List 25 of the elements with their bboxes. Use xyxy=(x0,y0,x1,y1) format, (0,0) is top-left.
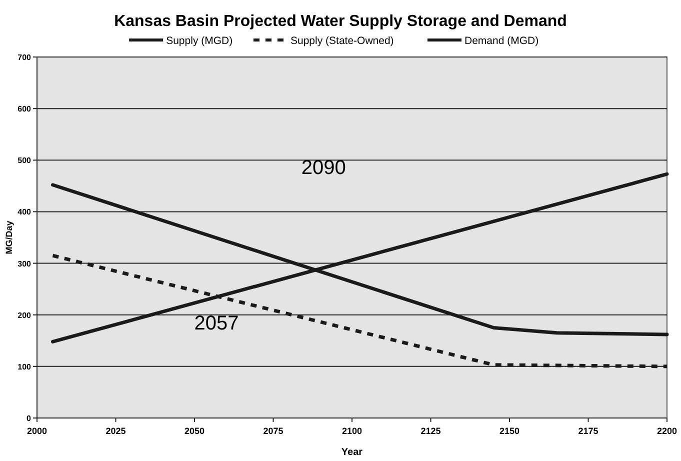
x-tick-label: 2175 xyxy=(578,426,598,436)
y-tick-label: 300 xyxy=(18,259,32,268)
y-tick-label: 400 xyxy=(18,208,32,217)
x-tick-label: 2150 xyxy=(499,426,520,436)
x-tick-label: 2025 xyxy=(106,426,126,436)
y-tick-label: 100 xyxy=(18,362,32,372)
legend-label: Demand (MGD) xyxy=(464,35,539,47)
annotation: 2057 xyxy=(194,312,239,334)
x-tick-label: 2125 xyxy=(420,426,441,436)
chart-title: Kansas Basin Projected Water Supply Storage and Demand xyxy=(114,13,567,30)
x-tick-label: 2000 xyxy=(26,426,48,436)
y-tick-label: 0 xyxy=(26,414,32,423)
legend-label: Supply (MGD) xyxy=(166,35,233,47)
y-tick-label: 200 xyxy=(18,310,32,320)
x-tick-label: 2100 xyxy=(342,426,362,436)
legend-label: Supply (State-Owned) xyxy=(290,35,394,47)
y-tick-label: 500 xyxy=(18,156,32,166)
y-tick-label: 700 xyxy=(18,53,32,62)
y-tick-label: 600 xyxy=(18,104,32,114)
y-axis-title: MG/Day xyxy=(4,220,14,254)
x-tick-label: 2050 xyxy=(184,426,205,436)
x-tick-label: 2075 xyxy=(263,426,284,436)
x-axis-title: Year xyxy=(341,447,363,458)
annotation: 2090 xyxy=(301,157,346,180)
x-tick-label: 2200 xyxy=(656,426,678,436)
